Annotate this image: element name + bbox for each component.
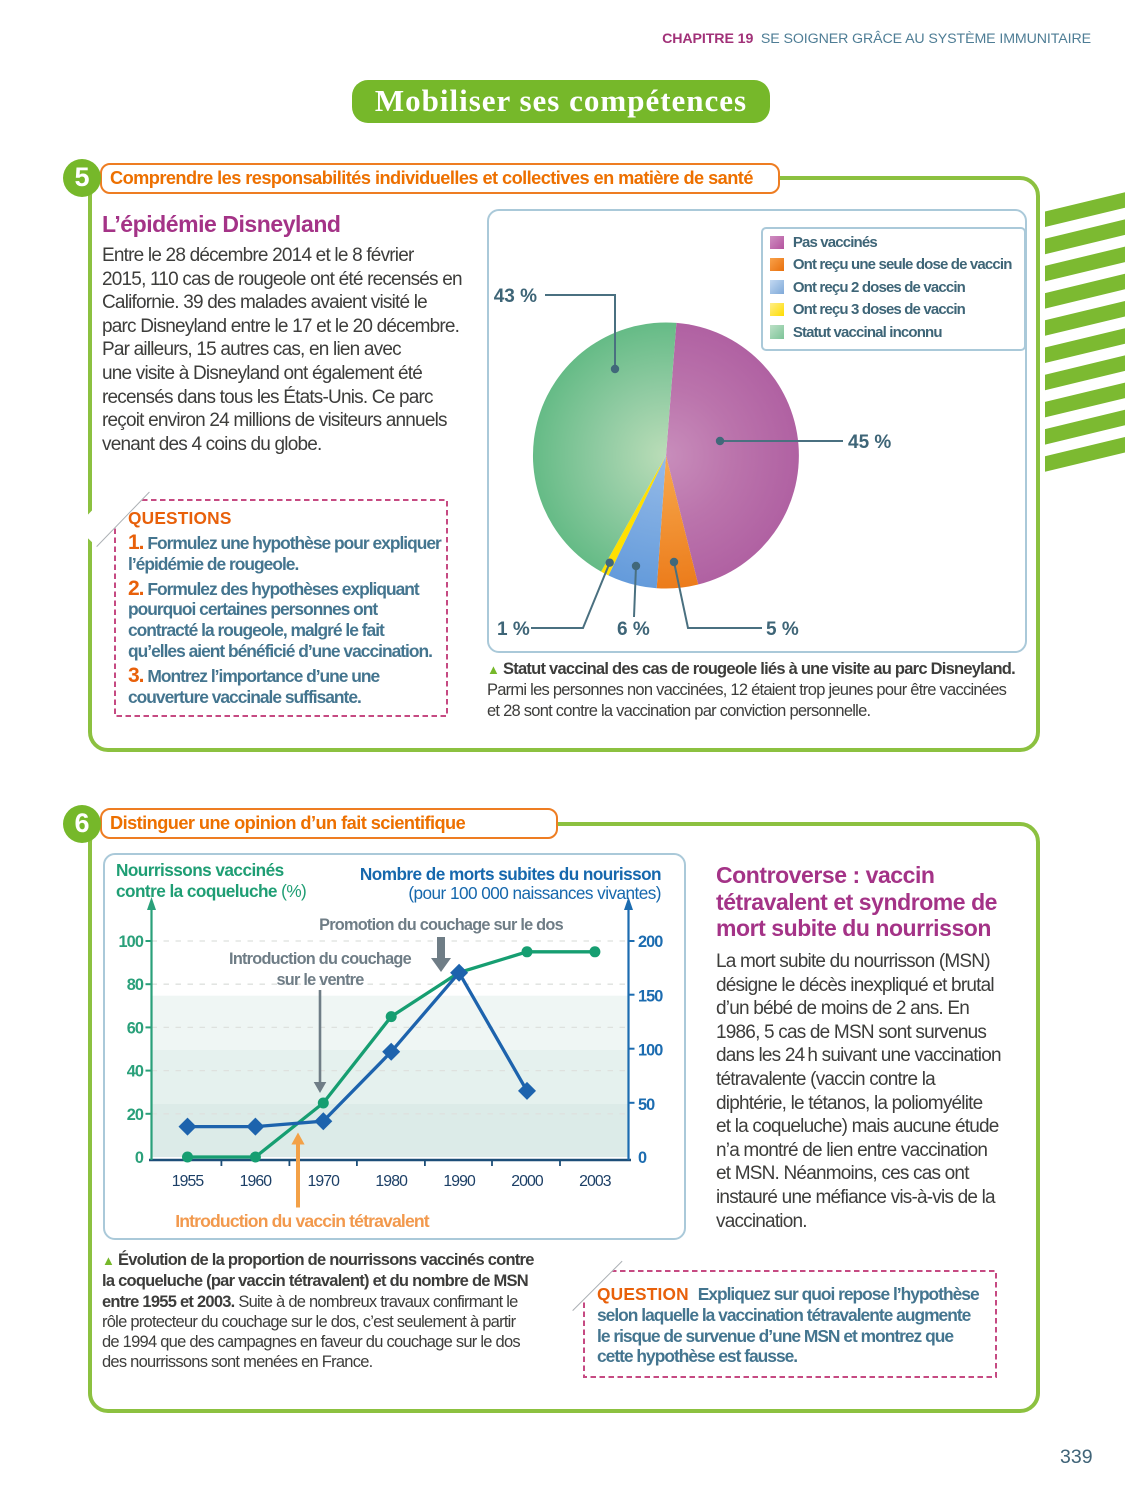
svg-text:100: 100 xyxy=(119,933,144,951)
svg-text:Introduction du couchage: Introduction du couchage xyxy=(229,950,412,968)
svg-text:200: 200 xyxy=(638,933,663,951)
svg-text:Nombre de morts subites du nou: Nombre de morts subites du nourisson xyxy=(360,864,661,884)
svg-text:contre la coqueluche (%): contre la coqueluche (%) xyxy=(116,881,306,901)
svg-text:80: 80 xyxy=(127,976,144,994)
svg-text:60: 60 xyxy=(127,1019,144,1037)
svg-text:1980: 1980 xyxy=(375,1173,408,1190)
svg-text:sur le ventre: sur le ventre xyxy=(276,971,364,989)
svg-text:20: 20 xyxy=(127,1106,144,1124)
svg-text:1960: 1960 xyxy=(240,1173,273,1190)
svg-text:Introduction du vaccin tétrava: Introduction du vaccin tétravalent xyxy=(175,1211,430,1231)
svg-text:2003: 2003 xyxy=(579,1173,612,1190)
svg-text:150: 150 xyxy=(638,988,663,1006)
svg-text:40: 40 xyxy=(127,1063,144,1081)
svg-text:Promotion du couchage sur le d: Promotion du couchage sur le dos xyxy=(319,916,563,934)
svg-text:(pour 100 000 naissances vivan: (pour 100 000 naissances vivantes) xyxy=(408,883,661,903)
svg-text:50: 50 xyxy=(638,1096,655,1114)
svg-text:0: 0 xyxy=(638,1149,647,1167)
svg-text:Nourrissons vaccinés: Nourrissons vaccinés xyxy=(116,860,284,880)
svg-text:100: 100 xyxy=(638,1042,663,1060)
svg-text:1955: 1955 xyxy=(172,1173,205,1190)
svg-text:1990: 1990 xyxy=(443,1173,476,1190)
svg-text:2000: 2000 xyxy=(511,1173,544,1190)
svg-text:1970: 1970 xyxy=(308,1173,341,1190)
svg-text:0: 0 xyxy=(135,1149,144,1167)
